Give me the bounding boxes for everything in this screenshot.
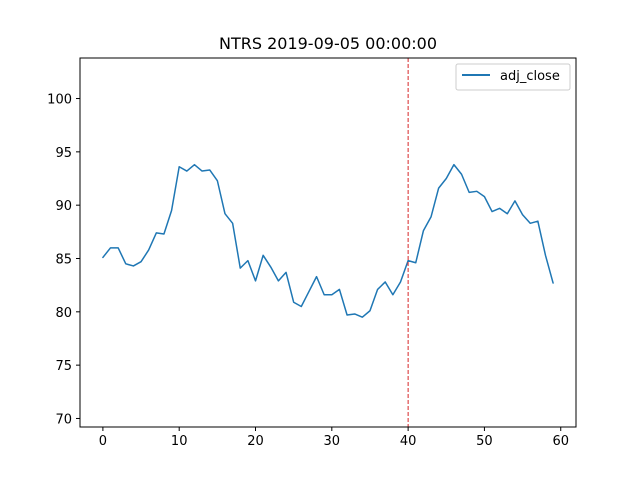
x-tick-label: 20 xyxy=(247,434,264,449)
x-tick-label: 0 xyxy=(99,434,107,449)
y-tick-label: 95 xyxy=(55,146,72,161)
chart-title: NTRS 2019-09-05 00:00:00 xyxy=(219,34,437,53)
x-tick-label: 30 xyxy=(324,434,341,449)
legend: adj_close xyxy=(455,63,571,91)
y-tick-label: 100 xyxy=(47,93,72,108)
x-tick-label: 10 xyxy=(171,434,188,449)
y-tick-label: 70 xyxy=(55,412,72,427)
y-tick-label: 90 xyxy=(55,199,72,214)
x-tick-label: 50 xyxy=(476,434,493,449)
y-tick-label: 75 xyxy=(55,359,72,374)
x-tick-label: 40 xyxy=(400,434,417,449)
series-line-adj-close xyxy=(102,163,554,318)
axes-frame xyxy=(79,57,577,428)
x-tick-label: 60 xyxy=(552,434,569,449)
legend-box xyxy=(455,63,571,91)
y-tick-label: 80 xyxy=(55,306,72,321)
axes: 0 10 20 30 40 50 60 70 75 80 85 90 95 100 xyxy=(47,57,577,449)
legend-label-adj-close: adj_close xyxy=(500,69,560,84)
y-tick-label: 85 xyxy=(55,252,72,267)
plot-area xyxy=(102,58,554,427)
